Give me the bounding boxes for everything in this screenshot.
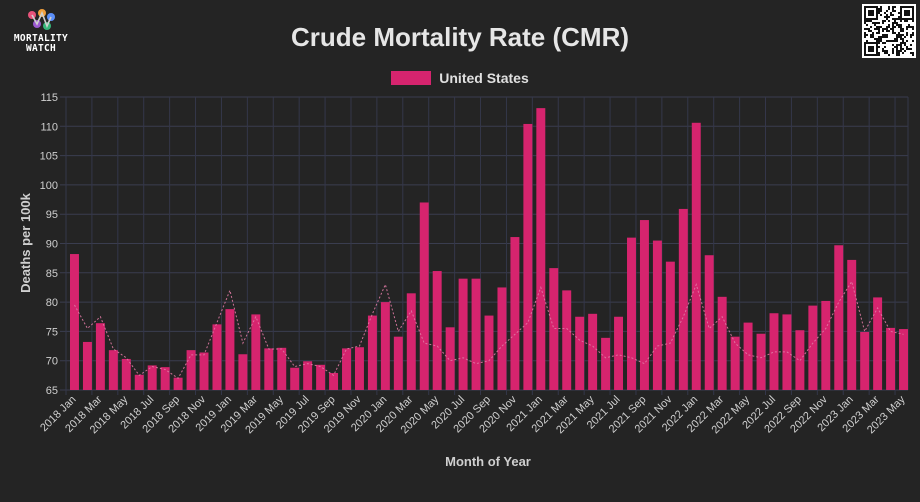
bar <box>199 352 209 390</box>
bar <box>847 259 857 390</box>
bar <box>186 350 196 390</box>
y-tick-label: 65 <box>46 385 58 397</box>
bar <box>704 255 714 390</box>
mortality-watch-logo: MORTALITY WATCH <box>8 8 74 58</box>
bar <box>601 337 611 390</box>
bar <box>238 354 248 390</box>
bar <box>497 287 507 390</box>
bar <box>225 309 235 390</box>
y-tick-label: 100 <box>40 180 58 192</box>
y-tick-label: 75 <box>46 326 58 338</box>
bar <box>769 313 779 390</box>
bar <box>316 364 326 390</box>
chart-title: Crude Mortality Rate (CMR) <box>290 22 629 52</box>
legend-swatch[interactable] <box>391 71 432 85</box>
bar <box>821 300 831 390</box>
bar <box>277 347 287 390</box>
trend-line <box>74 280 904 380</box>
bar <box>160 367 170 390</box>
bar <box>147 365 157 390</box>
legend-label[interactable]: United States <box>439 70 529 86</box>
bar <box>290 367 300 390</box>
bar <box>70 254 79 390</box>
bar <box>860 331 870 390</box>
bar <box>380 302 390 390</box>
y-tick-label: 110 <box>40 121 58 133</box>
bar <box>665 261 675 390</box>
bar <box>510 237 520 390</box>
bar <box>743 322 753 390</box>
bar <box>419 202 429 390</box>
y-tick-label: 70 <box>46 356 58 368</box>
bar <box>627 237 636 390</box>
logo-icon <box>28 9 55 30</box>
bar <box>303 361 313 390</box>
bar <box>523 123 533 391</box>
bar <box>873 297 883 390</box>
bar <box>549 268 559 390</box>
bar <box>445 327 455 390</box>
bar <box>264 348 274 390</box>
qr-code-icon <box>864 6 914 56</box>
bar <box>212 324 222 390</box>
bar <box>588 313 598 390</box>
bar <box>406 293 416 390</box>
y-tick-label: 80 <box>46 297 58 309</box>
bar <box>251 314 261 390</box>
y-tick-label: 85 <box>46 268 58 280</box>
bar <box>95 323 105 390</box>
bar <box>899 329 908 390</box>
bar <box>471 278 481 390</box>
bar <box>329 373 339 390</box>
bar <box>484 315 494 390</box>
bar <box>691 122 701 390</box>
y-tick-label: 90 <box>46 239 58 251</box>
bar <box>756 333 766 390</box>
bar <box>432 271 442 390</box>
bar <box>614 316 624 390</box>
bar <box>82 341 92 390</box>
bar <box>562 290 572 390</box>
bar <box>458 278 468 390</box>
logo-text-line1: MORTALITY <box>13 33 69 44</box>
y-tick-label: 95 <box>46 209 58 221</box>
bar <box>354 347 364 390</box>
bar <box>342 348 351 390</box>
bar <box>121 358 131 390</box>
y-tick-label: 115 <box>40 92 58 104</box>
bar <box>886 327 896 390</box>
bar <box>173 377 183 390</box>
bar <box>393 336 403 390</box>
logo-text-line2: WATCH <box>25 43 57 54</box>
bar <box>834 245 844 390</box>
x-axis-title: Month of Year <box>445 454 531 469</box>
bar <box>108 350 118 390</box>
bar <box>717 296 727 390</box>
bar <box>808 305 818 390</box>
bar <box>652 240 662 390</box>
bar <box>730 336 740 390</box>
bar <box>367 315 377 390</box>
legend: United States <box>0 70 920 86</box>
bar <box>536 108 546 390</box>
bar <box>678 208 688 390</box>
bar <box>134 374 144 390</box>
y-tick-label: 105 <box>40 151 58 163</box>
bar <box>575 316 585 390</box>
y-axis-title: Deaths per 100k <box>18 192 33 292</box>
bar <box>639 220 649 390</box>
qr-code[interactable] <box>862 4 916 58</box>
